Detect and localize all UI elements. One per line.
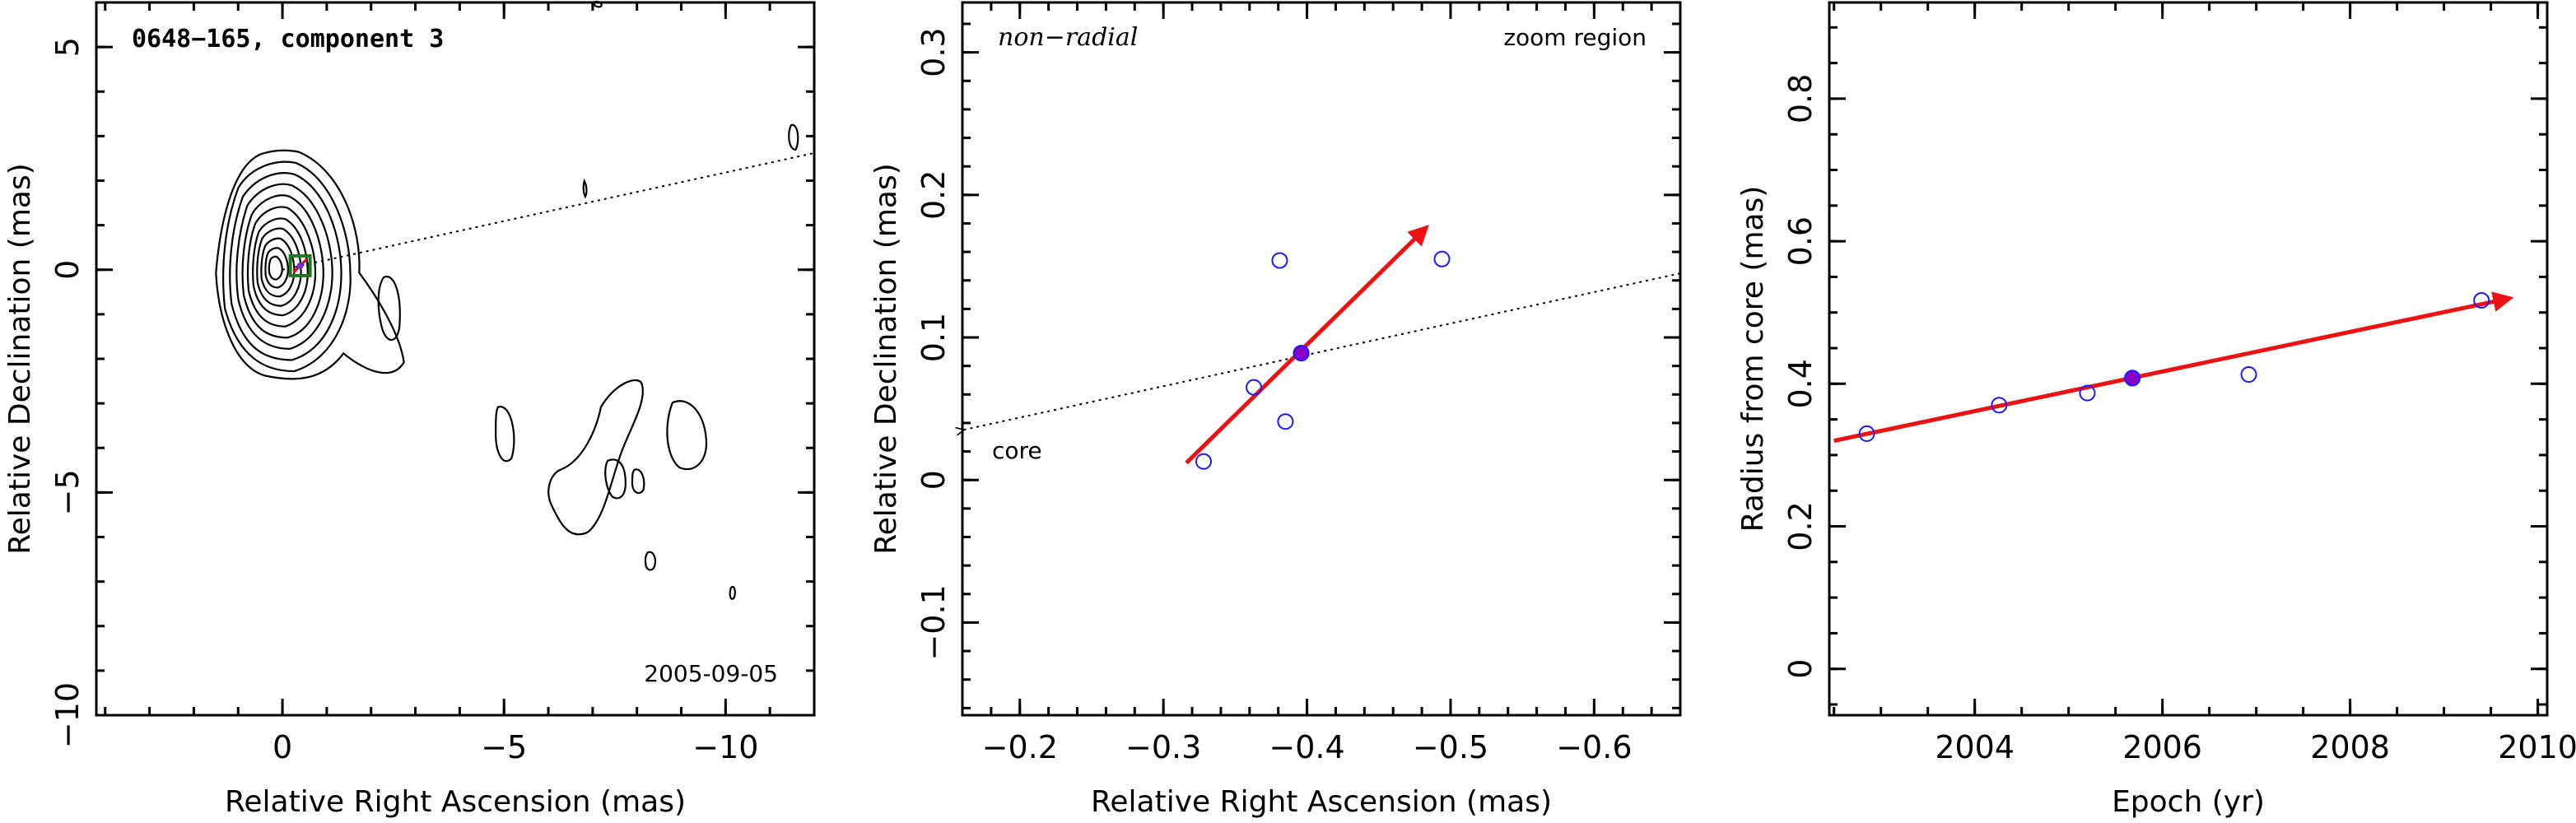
radial-direction-line [282, 151, 815, 271]
contour-lines [216, 2, 798, 599]
contour-level [253, 219, 308, 316]
position-point [1277, 413, 1294, 430]
x-tick-label: 2010 [2498, 729, 2576, 765]
zoom-region-label: zoom region [1503, 24, 1647, 51]
position-points [1195, 250, 1451, 470]
x-axis-label: Relative Right Ascension (mas) [225, 785, 686, 819]
radius-point [1858, 425, 1875, 442]
radius-point [2240, 366, 2257, 384]
contour-level [261, 239, 294, 297]
component-zoom-box [288, 253, 312, 277]
x-tick-label: 2006 [2122, 729, 2202, 765]
y-tick-label: 0.2 [915, 170, 952, 220]
core-label: core [992, 437, 1042, 464]
y-tick-label: 0.1 [915, 313, 952, 362]
x-tick-label: −5 [481, 729, 527, 765]
highlight-point [1293, 345, 1310, 362]
radius-point [1991, 397, 2008, 414]
contour-level [216, 151, 403, 379]
contour-map-panel: 0 −5 −10 −10 −5 0 5 0648−165, component 3 2005… [3, 2, 814, 819]
contour-level [548, 380, 643, 534]
axis-ticks: −0.2 −0.3 −0.4 −0.5 −0.6 −0.1 0 0.1 0.2 0.3 [915, 2, 1682, 765]
x-tick-label: −0.5 [1413, 729, 1488, 765]
contour-level [789, 125, 798, 150]
y-tick-label: 0.3 [915, 27, 952, 77]
motion-vector-arrow [1185, 225, 1429, 465]
plot-frame [961, 1, 1682, 717]
radius-epoch-panel: 2004 2006 2008 2010 0 0.2 0.4 0.6 0.8 Epoch (yr)… [1736, 1, 2576, 819]
component-marker [292, 258, 308, 273]
y-tick-label: −10 [49, 682, 86, 748]
y-tick-label: 5 [49, 37, 86, 57]
x-tick-label: −0.6 [1556, 729, 1632, 765]
position-point [1433, 250, 1451, 267]
contour-level [379, 277, 400, 340]
axis-ticks: 2004 2006 2008 2010 0 0.2 0.4 0.6 0.8 [1782, 2, 2576, 765]
x-tick-label: −0.4 [1269, 729, 1344, 765]
plot-frame [95, 1, 816, 717]
highlight-point [2124, 370, 2141, 387]
x-tick-label: 2004 [1935, 729, 2015, 765]
y-tick-label: 0.8 [1782, 74, 1819, 123]
contour-level [730, 587, 735, 599]
plot-frame [1828, 1, 2549, 717]
x-axis-label: Epoch (yr) [2112, 785, 2265, 819]
position-point [1195, 453, 1212, 470]
y-tick-label: 0.6 [1782, 216, 1819, 266]
radius-point [2473, 291, 2490, 309]
contour-level [243, 195, 324, 337]
y-tick-label: 0 [915, 470, 952, 490]
radial-direction-line [962, 272, 1681, 430]
position-point [1246, 379, 1263, 396]
contour-level [667, 401, 706, 469]
contour-level [236, 184, 332, 349]
y-tick-label: −0.1 [915, 584, 952, 660]
motion-vector-arrow [1833, 291, 2514, 444]
contour-level [645, 552, 655, 570]
y-tick-label: −5 [49, 469, 86, 515]
component-dot [296, 262, 304, 269]
y-axis-label: Relative Declination (mas) [869, 163, 903, 555]
contour-level [632, 469, 644, 493]
source-title: 0648−165, component 3 [132, 25, 444, 53]
x-axis-label: Relative Right Ascension (mas) [1091, 785, 1552, 819]
y-tick-label: 0 [1782, 659, 1819, 679]
x-tick-label: 2008 [2310, 729, 2390, 765]
epoch-date: 2005-09-05 [644, 660, 778, 687]
contour-level [265, 248, 287, 287]
x-tick-label: −0.2 [982, 729, 1058, 765]
contour-level [584, 181, 587, 197]
radius-points [1858, 291, 2490, 442]
y-axis-label: Radius from core (mas) [1736, 186, 1770, 532]
position-point [1271, 252, 1288, 269]
y-axis-label: Relative Declination (mas) [3, 163, 37, 555]
y-tick-label: 0.2 [1782, 501, 1819, 551]
contour-level [230, 173, 341, 360]
zoom-region-panel: core −0.2 −0.3 −0.4 −0.5 −0.6−0.100.10.20.3 … [869, 1, 1682, 819]
contour-level [594, 2, 601, 7]
contour-level [496, 407, 514, 461]
axis-ticks: 0 −5 −10 −10 −5 0 5 [49, 1, 816, 765]
contour-level [223, 162, 351, 371]
contour-level [269, 257, 282, 280]
y-tick-label: 0.4 [1782, 359, 1819, 408]
radius-point [2079, 384, 2096, 402]
x-tick-label: −10 [692, 729, 758, 765]
x-tick-label: 0 [273, 729, 292, 765]
panel-title: non−radial [998, 23, 1138, 52]
x-tick-label: −0.3 [1125, 729, 1201, 765]
contour-level [605, 459, 626, 498]
y-tick-label: 0 [49, 260, 86, 280]
